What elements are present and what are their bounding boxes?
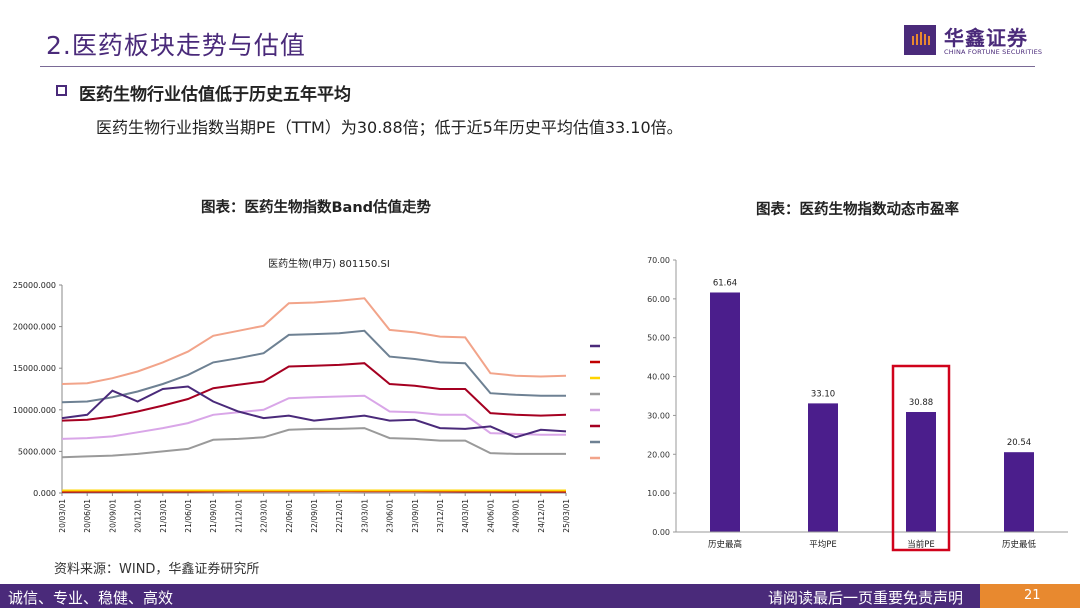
x-tick-label: 22/12/01 xyxy=(335,499,344,533)
x-tick-label: 24/06/01 xyxy=(486,499,495,533)
x-tick-label: 20/12/01 xyxy=(134,499,143,533)
bar-value-label: 61.64 xyxy=(713,278,737,288)
x-tick-label: 22/06/01 xyxy=(285,499,294,533)
series-line xyxy=(61,385,567,439)
bar-value-label: 20.54 xyxy=(1007,438,1031,448)
source-note: 资料来源：WIND，华鑫证券研究所 xyxy=(54,562,260,577)
y-tick-label: 20.00 xyxy=(647,450,670,459)
pe-bar-chart: 0.0010.0020.0030.0040.0050.0060.0070.00 … xyxy=(647,256,1068,552)
series-line xyxy=(61,427,566,459)
bullet-square-icon xyxy=(56,85,67,96)
bar-value-label: 30.88 xyxy=(909,398,933,408)
category-label: 平均PE xyxy=(809,539,837,550)
right-chart-caption: 图表：医药生物指数动态市盈率 xyxy=(756,202,959,218)
bar xyxy=(906,412,936,532)
x-tick-label: 20/03/01 xyxy=(58,499,67,533)
footer-slogan: 诚信、专业、稳健、高效 xyxy=(8,589,174,607)
category-label: 历史最高 xyxy=(708,539,742,550)
y-tick-label: 40.00 xyxy=(647,373,670,382)
x-tick-label: 23/03/01 xyxy=(360,499,369,533)
bar xyxy=(808,403,838,532)
brand-name: 华鑫证券 xyxy=(944,26,1028,50)
x-tick-label: 21/06/01 xyxy=(184,499,193,533)
chart-title: 医药生物(申万) 801150.SI xyxy=(268,257,390,270)
current-pe-highlight-box xyxy=(891,364,951,552)
x-tick-label: 22/03/01 xyxy=(260,499,269,533)
x-tick-label: 23/09/01 xyxy=(411,499,420,533)
x-tick-label: 20/06/01 xyxy=(83,499,92,533)
page-number: 21 xyxy=(1024,588,1041,603)
left-chart-caption: 图表：医药生物指数Band估值走势 xyxy=(201,200,432,216)
footer-accent xyxy=(980,584,1080,608)
body-paragraph: 医药生物行业指数当期PE（TTM）为30.88倍；低于近5年历史平均估值33.1… xyxy=(96,118,683,137)
y-tick-label: 25000.000 xyxy=(13,281,56,290)
y-tick-label: 0.00 xyxy=(652,528,670,537)
series-line xyxy=(61,362,567,422)
x-tick-label: 24/03/01 xyxy=(461,499,470,533)
x-tick-label: 24/12/01 xyxy=(537,499,546,533)
x-tick-label: 21/12/01 xyxy=(234,499,243,533)
x-tick-label: 23/12/01 xyxy=(436,499,445,533)
category-label: 当前PE xyxy=(907,539,935,550)
y-tick-label: 60.00 xyxy=(647,295,670,304)
series-line xyxy=(61,329,566,404)
x-tick-label: 21/09/01 xyxy=(209,499,218,533)
x-tick-label: 23/06/01 xyxy=(386,499,395,533)
footer-disclaimer: 请阅读最后一页重要免责声明 xyxy=(768,589,964,607)
footer-bar xyxy=(0,584,1080,608)
y-tick-label: 10000.000 xyxy=(13,406,56,415)
series-line xyxy=(61,297,567,385)
y-tick-label: 50.00 xyxy=(647,334,670,343)
page-title: 2.医药板块走势与估值 xyxy=(46,31,306,60)
section-heading: 医药生物行业估值低于历史五年平均 xyxy=(79,85,351,105)
brand-logo-icon xyxy=(904,25,936,55)
y-tick-label: 5000.000 xyxy=(18,447,56,456)
x-tick-label: 20/09/01 xyxy=(108,499,117,533)
y-tick-label: 0.000 xyxy=(33,489,56,498)
band-valuation-chart: 医药生物(申万) 801150.SI 0.000 5000.000 10000.00… xyxy=(13,257,600,533)
y-tick-label: 20000.000 xyxy=(13,323,56,332)
y-tick-label: 30.00 xyxy=(647,411,670,420)
x-tick-label: 22/09/01 xyxy=(310,499,319,533)
title-divider xyxy=(40,66,1035,67)
y-tick-label: 10.00 xyxy=(647,489,670,498)
bar-value-label: 33.10 xyxy=(811,389,835,399)
category-label: 历史最低 xyxy=(1002,539,1037,550)
bar xyxy=(1004,452,1034,532)
x-tick-label: 25/03/01 xyxy=(562,499,571,533)
y-tick-label: 70.00 xyxy=(647,256,670,265)
x-tick-label: 24/09/01 xyxy=(512,499,521,533)
y-tick-label: 15000.000 xyxy=(13,364,56,373)
brand-name-english: CHINA FORTUNE SECURITIES xyxy=(944,48,1043,56)
x-tick-label: 21/03/01 xyxy=(159,499,168,533)
bar xyxy=(710,292,740,532)
